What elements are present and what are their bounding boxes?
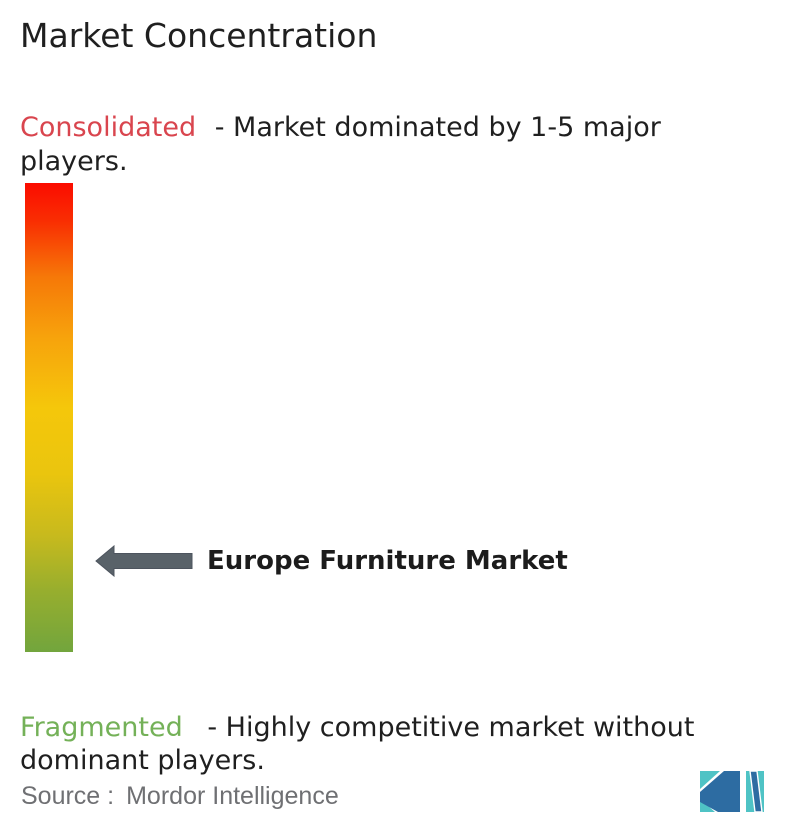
logo-blue-right-band	[749, 771, 763, 812]
source-attribution: Source : Mordor Intelligence	[21, 782, 339, 811]
consolidated-description: Market dominated by 1-5 major players.	[20, 112, 661, 177]
market-marker-label: Europe Furniture Market	[207, 546, 568, 576]
page-title: Market Concentration	[20, 16, 378, 55]
fragmented-description: Highly competitive market without domina…	[20, 712, 695, 776]
fragmented-separator: -	[207, 712, 218, 743]
source-value: Mordor Intelligence	[126, 782, 339, 810]
consolidated-definition: Consolidated - Market dominated by 1-5 m…	[20, 111, 720, 179]
consolidated-term: Consolidated	[20, 112, 197, 143]
consolidated-separator: -	[214, 112, 225, 143]
fragmented-definition: Fragmented - Highly competitive market w…	[20, 711, 720, 777]
logo-teal-top-left-wedge	[700, 771, 720, 789]
concentration-gradient-bar	[25, 183, 73, 652]
logo-blue-diagonal-body	[700, 771, 740, 812]
source-label: Source :	[21, 782, 115, 810]
left-arrow-icon	[95, 545, 193, 577]
mordor-intelligence-logo	[700, 771, 764, 812]
left-arrow-shape	[95, 545, 193, 577]
fragmented-term: Fragmented	[20, 712, 183, 743]
